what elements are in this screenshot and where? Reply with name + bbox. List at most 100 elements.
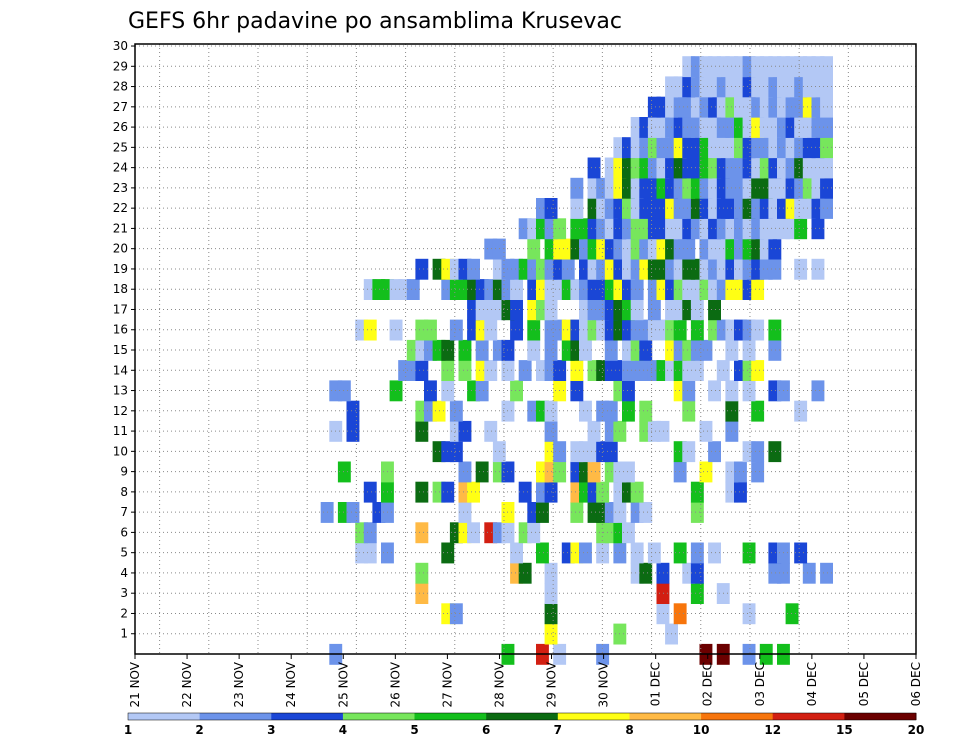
heatmap-cell bbox=[467, 522, 480, 544]
y-tick-label: 11 bbox=[113, 424, 128, 438]
x-tick-label: 30 NOV bbox=[597, 661, 611, 707]
colorbar-swatch bbox=[486, 713, 559, 720]
heatmap-cell bbox=[527, 238, 541, 260]
heatmap-cell bbox=[820, 177, 833, 199]
heatmap-cell bbox=[690, 360, 704, 381]
heatmap-cell bbox=[708, 441, 721, 463]
heatmap-cell bbox=[820, 56, 833, 78]
heatmap-cell bbox=[820, 137, 833, 159]
x-tick-label: 22 NOV bbox=[180, 661, 194, 707]
y-tick-label: 23 bbox=[113, 181, 128, 195]
heatmap-cell bbox=[415, 562, 429, 584]
heatmap-cell bbox=[811, 258, 825, 280]
heatmap-cell bbox=[579, 339, 592, 361]
heatmap-cell bbox=[561, 258, 575, 280]
x-tick-label: 01 DEC bbox=[649, 662, 663, 706]
heatmap-cell bbox=[587, 420, 601, 442]
heatmap-cell bbox=[794, 218, 808, 240]
x-tick-label: 04 DEC bbox=[805, 662, 819, 706]
y-tick-label: 26 bbox=[113, 120, 128, 134]
colorbar-label: 15 bbox=[836, 723, 853, 737]
heatmap-cell bbox=[518, 562, 532, 584]
y-tick-label: 14 bbox=[113, 363, 128, 377]
heatmap-cell bbox=[690, 542, 704, 564]
heatmap-cell bbox=[742, 542, 756, 564]
heatmap-cell bbox=[751, 319, 765, 341]
heatmap-cell bbox=[802, 562, 816, 584]
chart-title: GEFS 6hr padavine po ansamblima Krusevac bbox=[128, 9, 622, 34]
heatmap-cell bbox=[346, 400, 360, 422]
heatmap-cell bbox=[622, 522, 635, 544]
heatmap-cell bbox=[690, 562, 704, 584]
heatmap-cells bbox=[320, 56, 833, 665]
y-tick-label: 30 bbox=[113, 39, 128, 53]
heatmap-cell bbox=[734, 461, 747, 483]
y-tick-label: 29 bbox=[113, 59, 128, 73]
heatmap-cell bbox=[363, 542, 377, 564]
heatmap-cell bbox=[811, 218, 825, 240]
colorbar-label: 3 bbox=[267, 723, 275, 737]
heatmap-cell bbox=[708, 380, 721, 402]
x-tick-label: 25 NOV bbox=[336, 661, 350, 707]
heatmap-cell bbox=[690, 502, 704, 523]
heatmap-cell bbox=[647, 299, 661, 321]
y-tick-label: 7 bbox=[120, 505, 128, 519]
colorbar-label: 5 bbox=[410, 723, 418, 737]
y-tick-label: 9 bbox=[120, 465, 128, 479]
heatmap-cell bbox=[363, 319, 377, 341]
heatmap-cell bbox=[458, 360, 472, 381]
heatmap-cell bbox=[673, 319, 687, 341]
heatmap-cell bbox=[570, 360, 584, 381]
colorbar-legend: 1 2 3 4 5 6 7 8 10 12 15 20 bbox=[124, 712, 924, 737]
colorbar-swatch bbox=[701, 713, 774, 720]
y-tick-label: 19 bbox=[113, 262, 128, 276]
heatmap-cell bbox=[570, 177, 584, 199]
colorbar-label: 1 bbox=[124, 723, 132, 737]
colorbar-swatch bbox=[844, 713, 917, 720]
heatmap-cell bbox=[527, 339, 541, 361]
y-tick-label: 3 bbox=[120, 586, 128, 600]
heatmap-cell bbox=[449, 400, 463, 422]
y-tick-label: 5 bbox=[120, 546, 128, 560]
heatmap-cell bbox=[622, 461, 635, 483]
x-tick-label: 05 DEC bbox=[857, 662, 871, 706]
heatmap-cell bbox=[708, 299, 721, 321]
heatmap-cell bbox=[768, 339, 782, 361]
heatmap-cell bbox=[699, 461, 713, 483]
heatmap-cell bbox=[794, 258, 808, 280]
heatmap-cell bbox=[467, 481, 480, 503]
heatmap-cell bbox=[622, 380, 635, 402]
x-tick-label: 26 NOV bbox=[388, 661, 402, 707]
heatmap-cell bbox=[424, 319, 437, 341]
heatmap-cell bbox=[751, 279, 765, 300]
heatmap-cell bbox=[690, 319, 704, 341]
heatmap-cell bbox=[630, 481, 644, 503]
y-tick-label: 12 bbox=[113, 404, 128, 418]
x-tick-label: 28 NOV bbox=[492, 661, 506, 707]
plot-frame bbox=[134, 43, 917, 655]
colorbar-swatch bbox=[199, 713, 272, 720]
heatmap-cell bbox=[363, 481, 377, 503]
heatmap-cell bbox=[510, 542, 523, 564]
heatmap-cell bbox=[449, 441, 463, 463]
heatmap-cell bbox=[415, 522, 429, 544]
heatmap-cell bbox=[699, 339, 713, 361]
heatmap-cell bbox=[389, 380, 403, 402]
heatmap-cell bbox=[647, 542, 661, 564]
heatmap-cell bbox=[415, 481, 429, 503]
x-tick-label: 21 NOV bbox=[128, 661, 142, 707]
heatmap-cell bbox=[518, 481, 532, 503]
heatmap-cell bbox=[484, 360, 498, 381]
heatmap-cell bbox=[811, 380, 825, 402]
heatmap-cell bbox=[742, 380, 756, 402]
heatmap-cell bbox=[467, 258, 480, 280]
heatmap-cell bbox=[682, 238, 696, 260]
heatmap-cell bbox=[458, 461, 472, 483]
y-tick-label: 27 bbox=[113, 100, 128, 114]
heatmap-cell bbox=[820, 157, 833, 179]
heatmap-cell bbox=[699, 420, 713, 442]
y-tick-label: 10 bbox=[113, 444, 128, 458]
heatmap-cell bbox=[820, 562, 833, 584]
heatmap-cell bbox=[510, 319, 523, 341]
heatmap-cell bbox=[484, 319, 498, 341]
